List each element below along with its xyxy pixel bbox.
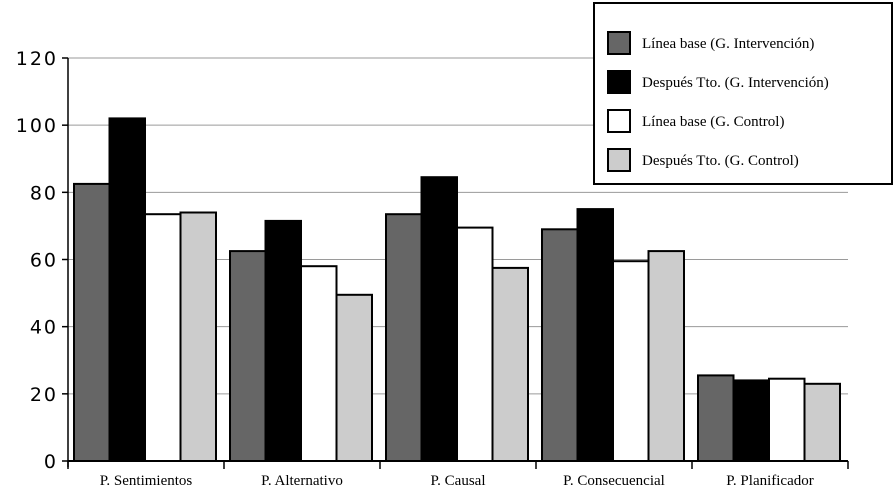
- legend-swatch: [607, 70, 631, 94]
- y-tick-label: 100: [16, 115, 58, 137]
- y-tick-label: 80: [30, 182, 58, 204]
- x-tick-label: P. Sentimientos: [100, 473, 193, 489]
- bar: [144, 213, 182, 462]
- y-tick-label: 60: [30, 250, 58, 272]
- bar: [264, 219, 302, 462]
- bar: [73, 182, 111, 462]
- bar: [491, 266, 529, 462]
- x-tick-label: P. Alternativo: [261, 473, 343, 489]
- legend: Línea base (G. Intervención) Después Tto.…: [593, 2, 893, 185]
- x-axis: P. Sentimientos P. Alternativo P. Causal P.…: [67, 460, 849, 489]
- bar: [335, 293, 373, 462]
- legend-label: Después Tto. (G. Intervención): [642, 75, 829, 91]
- bar: [612, 260, 650, 463]
- bar: [768, 377, 806, 463]
- bar: [647, 250, 685, 462]
- y-tick-label: 20: [30, 384, 58, 406]
- legend-box: [593, 2, 893, 185]
- bar: [420, 176, 458, 462]
- bar: [179, 211, 217, 462]
- x-tick-label: P. Consecuencial: [563, 473, 665, 489]
- legend-swatch: [607, 148, 631, 172]
- legend-label: Línea base (G. Control): [642, 114, 784, 130]
- bar: [108, 117, 146, 463]
- bar: [229, 250, 267, 462]
- bar: [300, 265, 338, 463]
- bar: [732, 379, 770, 462]
- legend-label: Línea base (G. Intervención): [642, 36, 814, 52]
- bar: [541, 228, 579, 462]
- bar: [803, 382, 841, 462]
- x-tick-label: P. Causal: [430, 473, 485, 489]
- bar: [576, 208, 614, 462]
- x-tick-label: P. Planificador: [726, 473, 814, 489]
- legend-swatch: [607, 109, 631, 133]
- y-axis: 0 20 40 60 80 100 120: [16, 48, 69, 473]
- y-tick-label: 120: [16, 48, 58, 70]
- legend-swatch: [607, 31, 631, 55]
- legend-label: Después Tto. (G. Control): [642, 153, 799, 169]
- y-tick-label: 40: [30, 317, 58, 339]
- bars: [73, 117, 841, 463]
- bar: [697, 374, 735, 462]
- y-tick-label: 0: [44, 451, 58, 473]
- bar: [385, 213, 423, 462]
- bar: [456, 226, 494, 462]
